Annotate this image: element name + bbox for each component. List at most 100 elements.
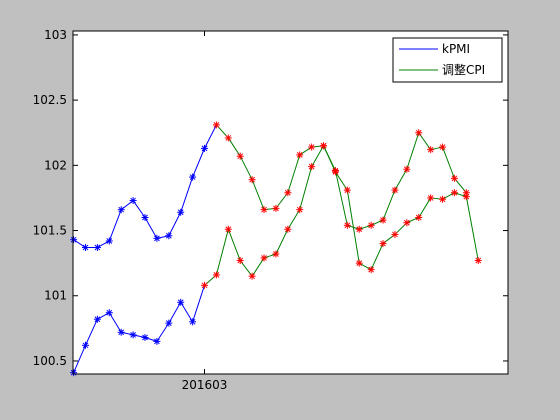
x-axis-ticks: 201603 (182, 31, 228, 392)
series-line-kpmi (227, 229, 241, 261)
data-point-kpmi (391, 186, 399, 194)
data-point-cpi (81, 243, 89, 251)
series-line-cpi (132, 200, 146, 218)
data-point-cpi (355, 259, 363, 267)
series-line-kpmi (73, 345, 86, 373)
data-point-kpmi (117, 328, 125, 336)
data-point-kpmi (284, 225, 292, 233)
data-point-kpmi (81, 341, 89, 349)
y-tick-label: 100.5 (33, 354, 67, 368)
data-point-kpmi (201, 281, 209, 289)
plot-markers (70, 121, 482, 377)
data-point-cpi (129, 197, 137, 205)
data-point-kpmi (70, 369, 78, 377)
y-axis-ticks: 100.5 101 101.5 102 102.5 103 (33, 28, 508, 368)
data-point-cpi (427, 194, 435, 202)
data-point-cpi (450, 189, 458, 197)
series-line-cpi (323, 145, 336, 173)
data-point-kpmi (177, 298, 185, 306)
data-point-kpmi (236, 257, 244, 265)
series-line-kpmi (359, 224, 372, 230)
data-point-cpi (284, 189, 292, 197)
axes-frame (72, 30, 509, 375)
series-line-kpmi (406, 132, 420, 170)
series-line-cpi (239, 155, 253, 180)
data-point-kpmi (165, 319, 173, 327)
data-point-cpi (248, 176, 256, 184)
data-point-cpi (117, 206, 125, 214)
x-tick-label: 201603 (182, 378, 228, 392)
series-line-cpi (204, 124, 217, 149)
series-line-kpmi (334, 170, 348, 226)
data-point-kpmi (105, 309, 113, 317)
data-point-kpmi (343, 221, 351, 229)
series-line-cpi (287, 154, 301, 193)
data-point-kpmi (93, 315, 101, 323)
series-line-cpi (370, 243, 384, 270)
series-line-kpmi (251, 257, 265, 277)
series-line-cpi (442, 192, 455, 200)
series-line-kpmi (442, 146, 455, 179)
data-point-kpmi (129, 331, 137, 339)
series-line-cpi (97, 240, 110, 248)
legend-label-cpi: 调整CPI (442, 62, 485, 77)
data-point-cpi (260, 206, 268, 214)
series-line-kpmi (144, 337, 158, 342)
data-point-kpmi (189, 318, 197, 326)
data-point-cpi (272, 204, 280, 212)
data-point-cpi (141, 213, 149, 221)
data-point-kpmi (308, 163, 316, 171)
series-line-kpmi (287, 209, 301, 230)
data-point-kpmi (212, 271, 220, 279)
series-line-kpmi (394, 168, 408, 191)
data-point-kpmi (415, 129, 423, 137)
y-tick-label: 102.5 (33, 93, 67, 107)
legend: kPMI 调整CPI (392, 37, 503, 83)
series-line-kpmi (156, 322, 170, 342)
series-line-kpmi (85, 319, 98, 346)
series-line-cpi (358, 262, 372, 271)
data-point-cpi (462, 193, 470, 201)
y-tick-label: 101.5 (33, 224, 67, 238)
data-point-kpmi (260, 254, 268, 262)
series-line-cpi (108, 209, 122, 242)
legend-label-kpmi: kPMI (442, 42, 470, 56)
data-point-cpi (415, 213, 423, 221)
series-line-kpmi (382, 189, 396, 221)
series-line-kpmi (370, 219, 384, 226)
data-point-kpmi (450, 174, 458, 182)
data-point-cpi (296, 151, 304, 159)
data-point-cpi (212, 121, 220, 129)
series-line-kpmi (299, 166, 313, 210)
data-point-kpmi (355, 225, 363, 233)
legend-box (392, 37, 503, 83)
y-tick-label: 101 (44, 289, 67, 303)
series-line-kpmi (168, 302, 182, 324)
y-tick-label: 102 (44, 158, 67, 172)
data-point-cpi (331, 168, 339, 176)
series-line-cpi (180, 176, 194, 213)
series-line-cpi (465, 196, 479, 261)
series-line-kpmi (108, 312, 122, 333)
data-point-kpmi (367, 221, 375, 229)
data-point-kpmi (224, 225, 232, 233)
data-point-kpmi (272, 250, 280, 258)
series-line-cpi (454, 192, 467, 198)
series-line-cpi (227, 137, 241, 157)
data-point-cpi (70, 236, 78, 244)
series-line-cpi (192, 148, 205, 178)
data-point-cpi (93, 243, 101, 251)
series-line-cpi (406, 217, 419, 224)
series-line-kpmi (180, 302, 194, 323)
data-point-cpi (224, 134, 232, 142)
data-point-kpmi (379, 216, 387, 224)
series-line-cpi (335, 171, 348, 191)
data-point-cpi (201, 144, 209, 152)
data-point-kpmi (427, 146, 435, 154)
data-point-cpi (474, 257, 482, 265)
series-line-kpmi (275, 229, 289, 255)
data-point-kpmi (153, 337, 161, 345)
data-point-cpi (165, 232, 173, 240)
axes-background (73, 31, 508, 374)
